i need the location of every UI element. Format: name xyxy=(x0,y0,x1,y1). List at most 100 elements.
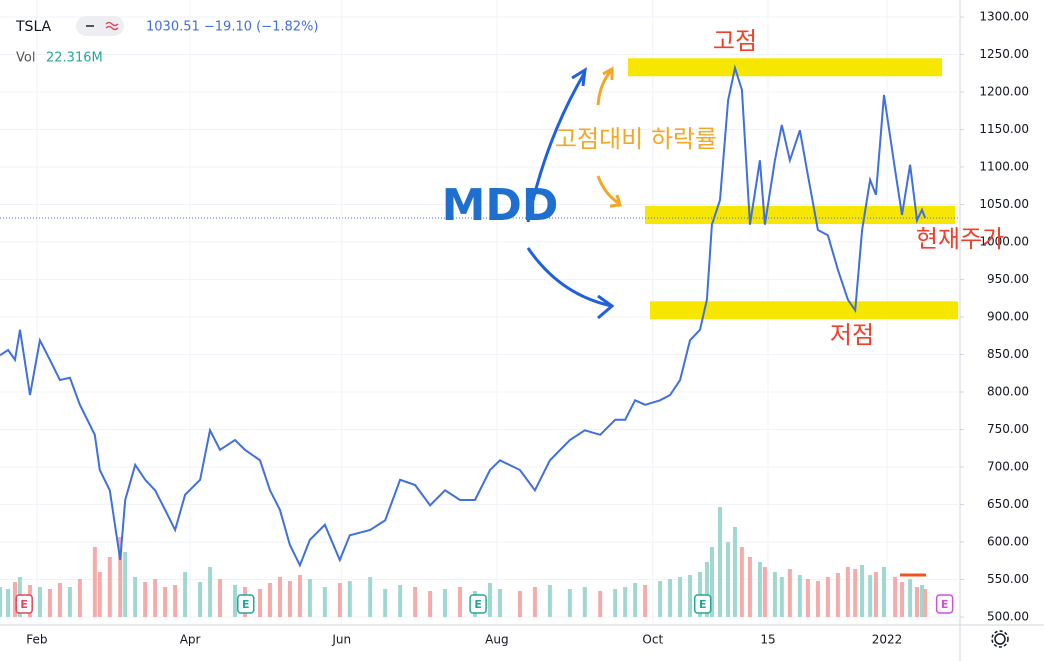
volume-bar xyxy=(297,575,302,617)
button[interactable] xyxy=(76,16,124,36)
y-tick-label: 500.00 xyxy=(987,610,1029,624)
event-label: E xyxy=(699,598,707,611)
x-tick-label: Jun xyxy=(331,633,351,647)
gear[interactable] xyxy=(991,630,1009,648)
volume-bar xyxy=(6,589,11,617)
event-marker xyxy=(693,594,712,614)
volume-bar xyxy=(779,577,784,617)
volume-bar xyxy=(868,575,873,617)
volume-bar xyxy=(12,582,17,617)
settings-icon[interactable] xyxy=(991,630,1009,648)
symbol: TSLA xyxy=(15,19,52,35)
volume-bar xyxy=(914,587,919,617)
y-tick-label: 900.00 xyxy=(987,310,1029,324)
quote: 1030.51 −19.10 (−1.82%) xyxy=(146,20,318,35)
volume-bar xyxy=(67,587,72,617)
volume-bar xyxy=(726,542,731,617)
volume-bar xyxy=(623,587,628,617)
y-tick-label: 1300.00 xyxy=(979,10,1029,24)
event-label: E xyxy=(941,598,949,611)
volume-bar xyxy=(739,547,744,617)
volume-bar xyxy=(37,587,42,617)
level-band xyxy=(650,301,958,320)
volume-bar xyxy=(658,581,663,617)
volume-bar xyxy=(398,585,403,617)
y-tick-label: 1250.00 xyxy=(979,47,1029,61)
volume-label: Vol xyxy=(16,51,35,66)
volume-bar xyxy=(287,581,292,617)
volume-bar xyxy=(233,585,238,617)
volume-bar xyxy=(198,582,203,617)
y-tick-label: 750.00 xyxy=(987,422,1029,436)
y-tick-label: 700.00 xyxy=(987,460,1029,474)
volume-bar xyxy=(218,579,223,617)
volume-bar xyxy=(805,579,810,617)
level-band xyxy=(645,206,955,224)
event-marker xyxy=(15,594,33,614)
volume-bar xyxy=(881,567,886,617)
volume-bar xyxy=(368,577,373,617)
y-tick-label: 1200.00 xyxy=(979,85,1029,99)
price-line xyxy=(0,64,927,568)
volume-bar xyxy=(123,552,128,617)
volume-bar xyxy=(747,557,752,617)
volume-bar xyxy=(613,589,618,617)
volume-bar xyxy=(757,562,762,617)
volume-bar xyxy=(347,581,352,617)
volume-bar xyxy=(322,587,327,617)
event-label: E xyxy=(242,598,250,611)
volume-bar xyxy=(413,587,418,617)
event-label: E xyxy=(474,598,482,611)
volume-bar xyxy=(923,589,928,617)
annotation: 고점 xyxy=(713,27,757,55)
gear[interactable] xyxy=(994,633,1006,645)
event-label: E xyxy=(20,598,28,611)
x-tick-label: Oct xyxy=(642,633,663,647)
volume-value: 22.316M xyxy=(46,51,103,66)
volume-bar xyxy=(458,587,463,617)
volume-bar xyxy=(688,575,693,617)
y-tick-label: 800.00 xyxy=(987,385,1029,399)
volume-bar xyxy=(497,589,502,617)
legend: E E E E E TSLA 1030.51 −19.10 (−1.82%) Vol 22.31… xyxy=(15,16,954,614)
volume-bar xyxy=(853,569,858,617)
volume-bar xyxy=(487,583,492,617)
x-tick-label: 2022 xyxy=(872,633,903,647)
volume-bar xyxy=(567,589,572,617)
volume-bar xyxy=(860,565,865,617)
volume-bar xyxy=(47,589,52,617)
volume-bar xyxy=(443,589,448,617)
volume-bar xyxy=(873,572,878,617)
volume-bar xyxy=(835,573,840,617)
volume-bar xyxy=(307,579,312,617)
y-tick-label: 950.00 xyxy=(987,272,1029,286)
event-marker xyxy=(935,594,954,614)
volume-bar xyxy=(908,579,913,617)
x-tick-label: 15 xyxy=(760,633,775,647)
volume-bar xyxy=(208,567,213,617)
grid: 500.00 550.00 600.00 650.00 700.00 750.00 800.… xyxy=(0,0,1029,647)
volume-bar xyxy=(153,579,158,617)
arrow xyxy=(596,66,614,106)
button-icon xyxy=(105,21,119,31)
volume-bar xyxy=(643,585,648,617)
volume-bar xyxy=(633,583,638,617)
volume-bar xyxy=(77,579,82,617)
event-marker xyxy=(469,594,487,614)
event-marker xyxy=(237,594,255,614)
x-tick-label: Aug xyxy=(485,633,508,647)
price xyxy=(0,64,960,568)
volume-bar xyxy=(900,582,905,617)
volume-bar xyxy=(337,583,342,617)
x-tick-label: Apr xyxy=(180,633,201,647)
volume-bar xyxy=(0,587,2,617)
bands xyxy=(628,58,958,320)
volume-bar xyxy=(383,589,388,617)
volume-bar xyxy=(772,572,777,617)
volume-bar xyxy=(428,591,433,617)
volume-bar xyxy=(825,577,830,617)
volume-bar xyxy=(517,591,522,617)
level-band xyxy=(628,58,942,77)
volume-bar xyxy=(97,572,102,617)
